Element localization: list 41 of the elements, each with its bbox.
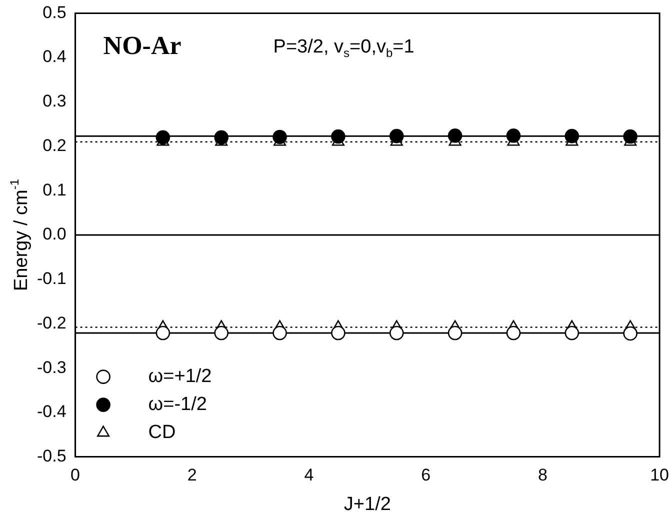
y-tick-label: 0.3 <box>42 92 66 111</box>
point <box>331 326 346 340</box>
y-axis-title: Energy / cm-1 <box>8 178 32 292</box>
y-tick-label: 0.4 <box>42 47 66 66</box>
y-tick-label: 0.1 <box>42 180 66 200</box>
point <box>564 128 580 144</box>
point <box>156 130 170 145</box>
point <box>272 326 287 340</box>
legend-label: CD <box>148 422 176 444</box>
y-tick-label: -0.3 <box>36 358 66 377</box>
x-tick-label: 2 <box>187 466 197 485</box>
x-tick-label: 6 <box>421 466 431 485</box>
point <box>389 326 404 340</box>
point <box>564 326 580 340</box>
x-axis-title: J+1/2 <box>344 494 391 515</box>
x-tick-label: 0 <box>70 466 80 485</box>
x-tick-label: 10 <box>650 466 670 485</box>
point <box>448 128 462 143</box>
point <box>389 128 404 144</box>
point <box>331 129 346 144</box>
point <box>272 130 287 144</box>
y-tick-label: -0.4 <box>36 402 66 422</box>
x-tick-label: 8 <box>538 466 548 485</box>
x-tick-label: 4 <box>304 466 314 485</box>
point <box>623 326 638 341</box>
point <box>623 129 638 144</box>
y-tick-label: 0.2 <box>42 136 66 155</box>
point <box>448 326 462 340</box>
y-tick-label: -0.2 <box>36 313 66 332</box>
point <box>506 128 521 143</box>
point <box>214 326 229 340</box>
y-tick-label: -0.1 <box>36 269 66 288</box>
point <box>506 326 521 340</box>
annotation: NO-Ar <box>103 30 182 60</box>
point <box>214 130 229 145</box>
legend-label: ω=-1/2 <box>148 394 207 416</box>
y-tick-label: 0.0 <box>42 224 66 244</box>
y-tick-label: -0.5 <box>36 446 66 466</box>
y-tick-label: 0.5 <box>42 2 66 22</box>
legend-label: ω=+1/2 <box>148 366 212 388</box>
point <box>156 326 170 340</box>
